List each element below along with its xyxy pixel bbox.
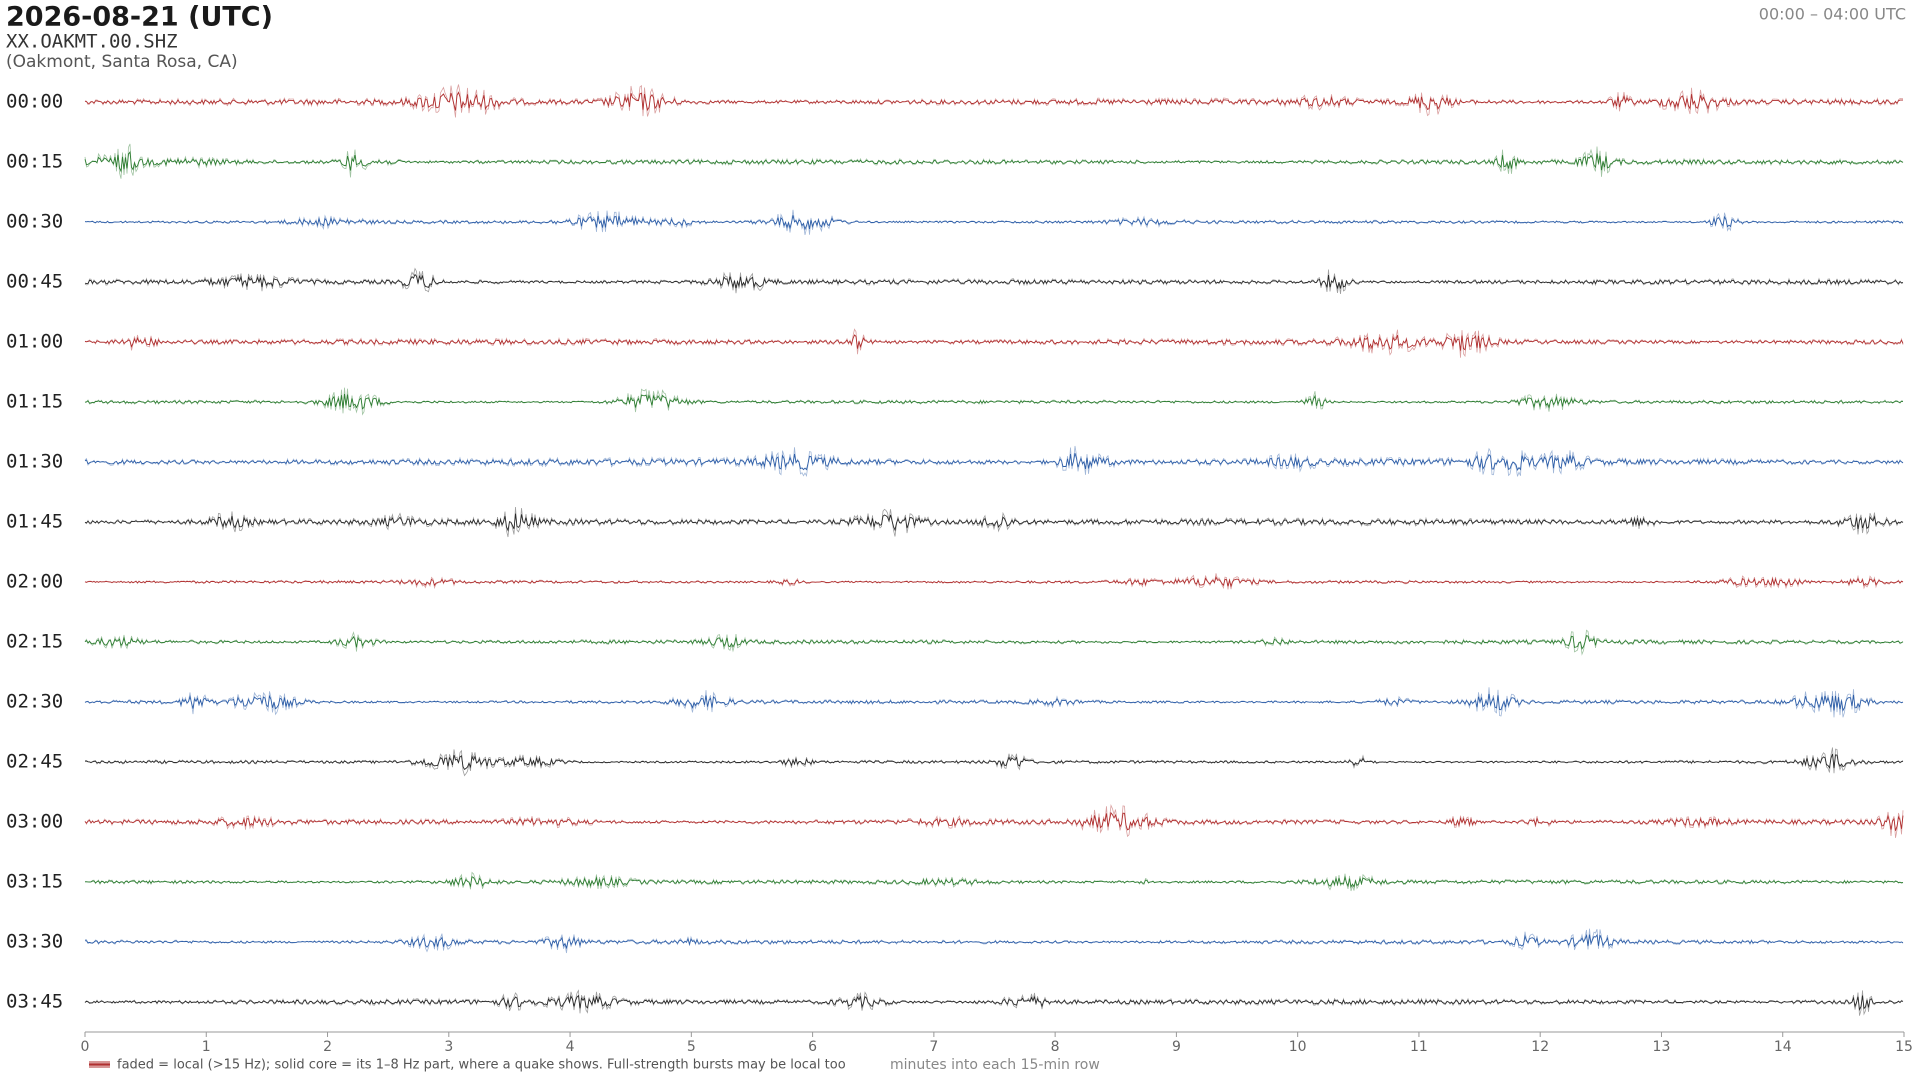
trace-core: [84, 334, 1904, 351]
trace-core: [84, 394, 1904, 410]
trace-faded: [84, 267, 1904, 294]
row-label: 03:45: [6, 991, 63, 1013]
row-label: 02:15: [6, 631, 63, 653]
trace-core: [84, 575, 1904, 588]
row-label: 01:30: [6, 451, 63, 473]
row-label: 03:30: [6, 931, 63, 953]
x-tick-label: 7: [929, 1039, 938, 1055]
trace-core: [84, 150, 1904, 173]
trace-faded: [85, 928, 1904, 954]
x-tick-label: 6: [808, 1039, 817, 1055]
time-range: 00:00 – 04:00 UTC: [1759, 5, 1906, 24]
legend-swatch-core: [89, 1063, 110, 1066]
x-axis-label: minutes into each 15-min row: [890, 1057, 1100, 1073]
x-tick-label: 4: [566, 1039, 575, 1055]
trace-faded: [84, 387, 1904, 416]
x-tick-label: 0: [81, 1039, 90, 1055]
row-label: 00:00: [6, 91, 63, 113]
trace-faded: [84, 84, 1904, 118]
x-tick-label: 14: [1774, 1039, 1792, 1055]
row-label: 01:00: [6, 331, 63, 353]
trace-core: [84, 215, 1904, 231]
trace-core: [84, 753, 1904, 771]
row-label: 00:15: [6, 151, 63, 173]
trace-core: [84, 994, 1904, 1012]
legend-text: faded = local (>15 Hz); solid core = its…: [117, 1058, 846, 1073]
row-label: 01:15: [6, 391, 63, 413]
x-tick-label: 11: [1410, 1039, 1428, 1055]
x-tick-label: 5: [687, 1039, 696, 1055]
trace-core: [85, 875, 1904, 889]
row-label: 02:30: [6, 691, 63, 713]
trace-core: [84, 933, 1904, 950]
x-tick-label: 3: [444, 1039, 453, 1055]
title: 2026-08-21 (UTC): [6, 2, 273, 33]
x-tick-label: 12: [1531, 1039, 1549, 1055]
x-tick-label: 9: [1172, 1039, 1181, 1055]
trace-core: [84, 91, 1904, 112]
x-tick-label: 2: [323, 1039, 332, 1055]
trace-core: [84, 634, 1904, 650]
trace-core: [84, 453, 1904, 471]
x-tick-label: 15: [1895, 1039, 1913, 1055]
trace-core: [84, 811, 1904, 831]
x-tick-label: 13: [1653, 1039, 1671, 1055]
row-label: 02:00: [6, 571, 63, 593]
trace-faded: [84, 989, 1904, 1016]
row-label: 00:30: [6, 211, 63, 233]
x-tick-label: 1: [202, 1039, 211, 1055]
row-label: 03:00: [6, 811, 63, 833]
trace-core: [84, 693, 1904, 712]
row-label: 03:15: [6, 871, 63, 893]
x-tick-label: 10: [1289, 1039, 1307, 1055]
trace-core: [84, 273, 1904, 290]
row-label: 01:45: [6, 511, 63, 533]
trace-faded: [84, 143, 1904, 179]
trace-faded: [84, 506, 1904, 538]
trace-core: [84, 513, 1904, 532]
x-tick-label: 8: [1051, 1039, 1060, 1055]
row-label: 00:45: [6, 271, 63, 293]
row-label: 02:45: [6, 751, 63, 773]
station: XX.OAKMT.00.SHZ: [6, 31, 178, 53]
location: (Oakmont, Santa Rosa, CA): [6, 52, 238, 72]
